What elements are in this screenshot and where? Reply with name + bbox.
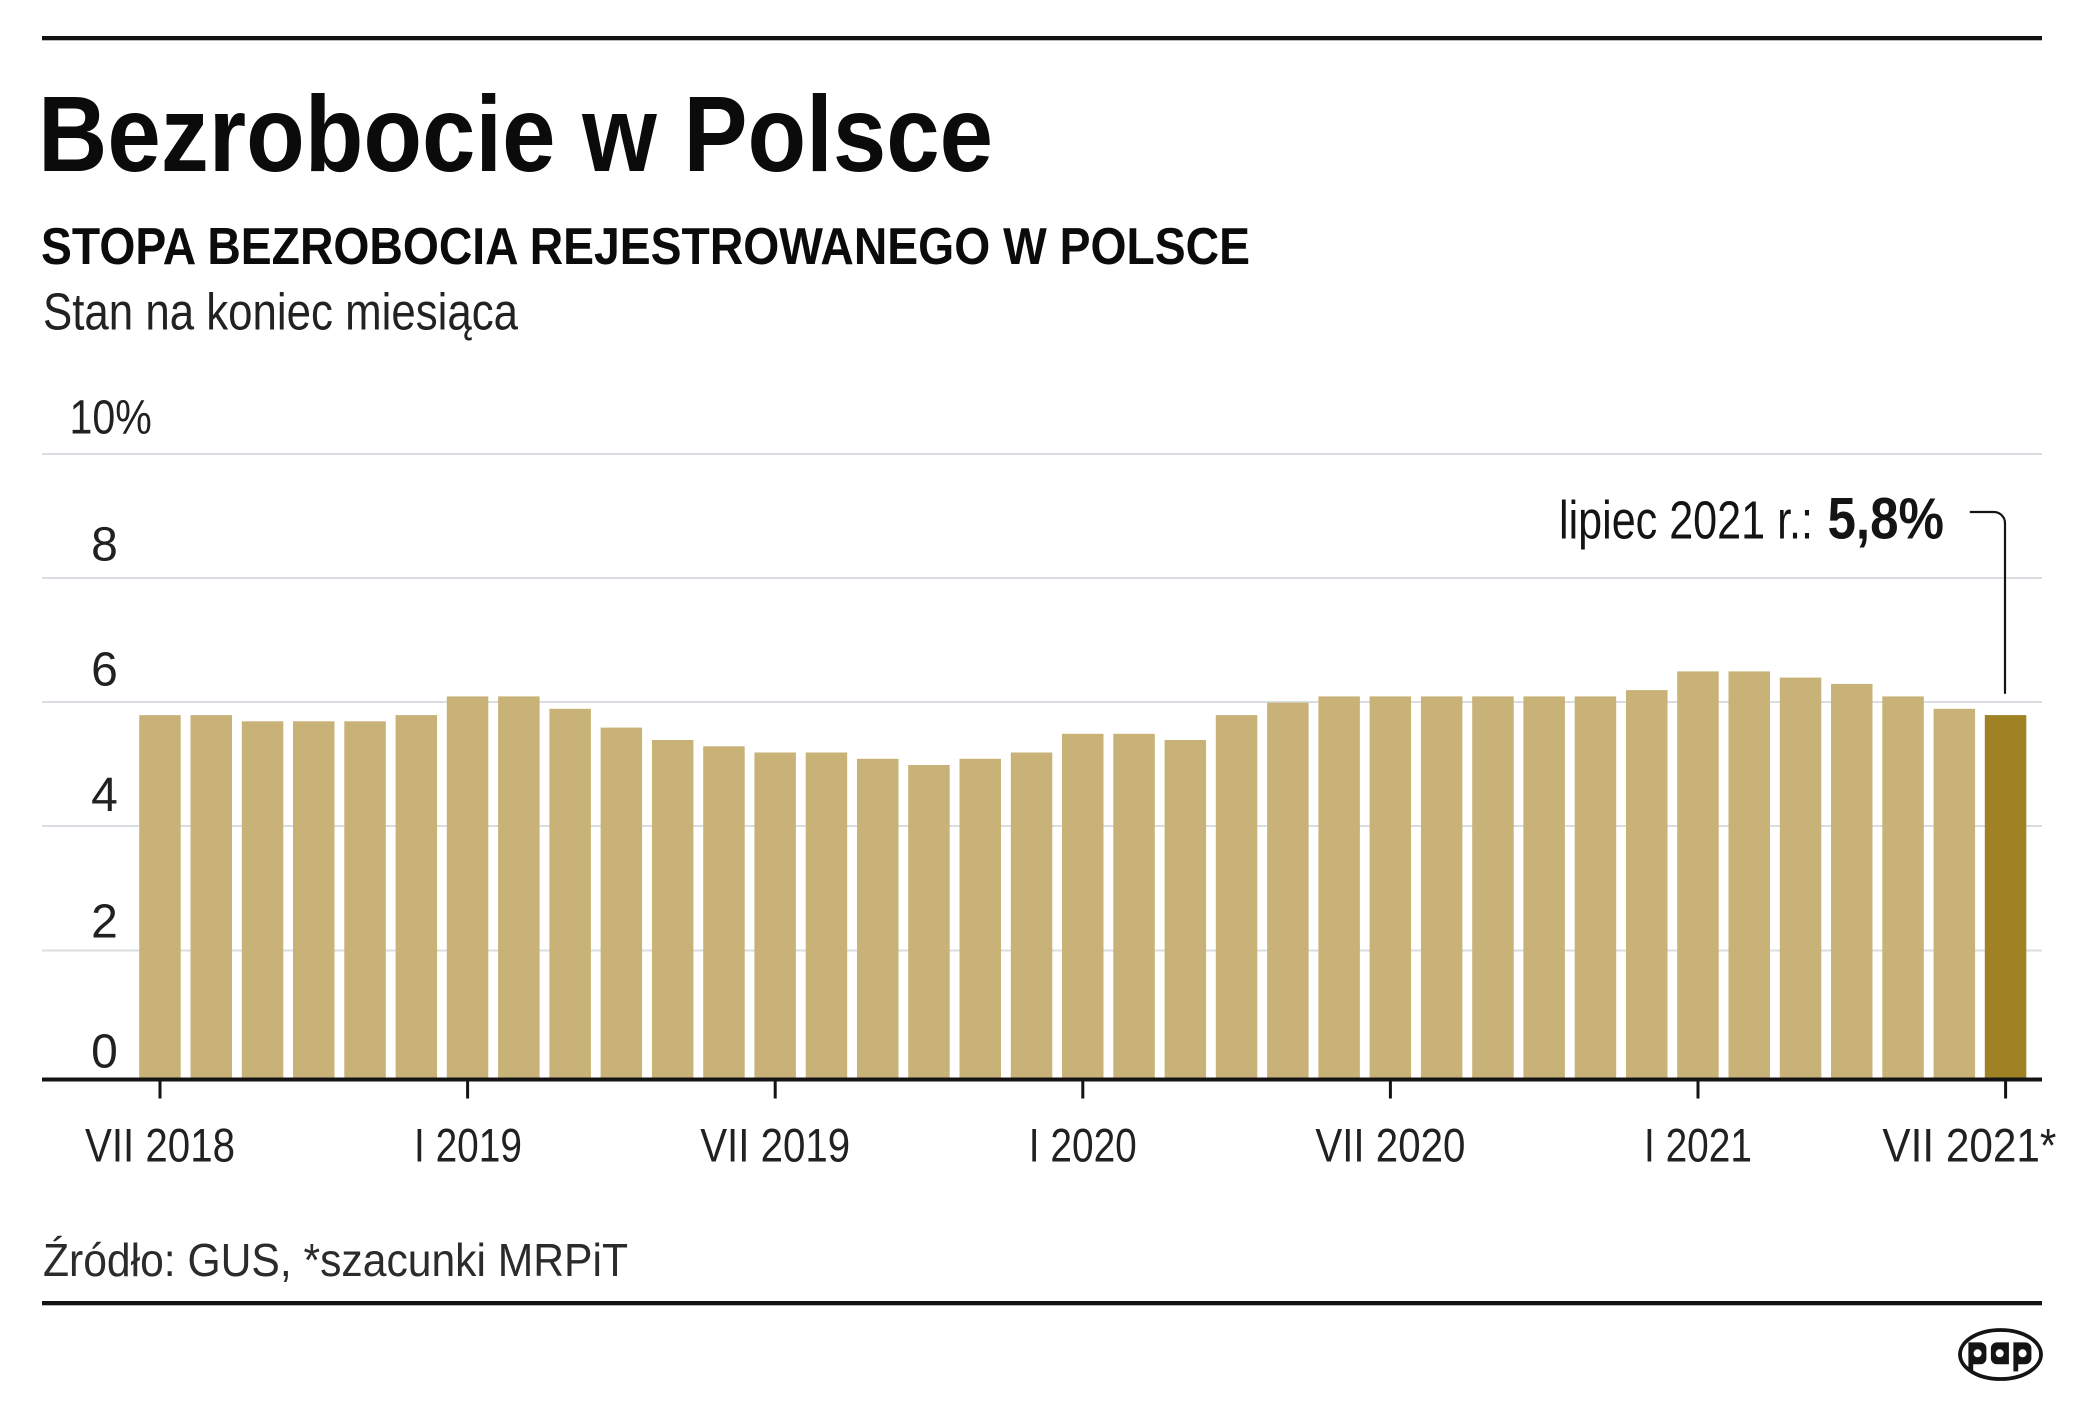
svg-text:0: 0 [91, 1026, 118, 1079]
svg-text:I 2020: I 2020 [1029, 1119, 1137, 1172]
svg-text:VII 2020: VII 2020 [1315, 1119, 1465, 1172]
svg-text:Źródło: GUS, *szacunki MRPiT: Źródło: GUS, *szacunki MRPiT [43, 1234, 628, 1286]
svg-text:4: 4 [91, 769, 118, 822]
svg-text:STOPA BEZROBOCIA REJESTROWANEG: STOPA BEZROBOCIA REJESTROWANEGO W POLSCE [41, 218, 1250, 276]
svg-text:I 2019: I 2019 [414, 1119, 522, 1172]
svg-text:I 2021: I 2021 [1644, 1119, 1752, 1172]
svg-text:8: 8 [91, 519, 118, 572]
svg-text:VII 2019: VII 2019 [700, 1119, 850, 1172]
svg-text:5,8%: 5,8% [1828, 487, 1945, 552]
svg-text:2: 2 [91, 895, 118, 948]
svg-text:Stan na koniec miesiąca: Stan na koniec miesiąca [43, 284, 518, 342]
svg-text:VII 2018: VII 2018 [85, 1119, 235, 1172]
svg-text:Bezrobocie w Polsce: Bezrobocie w Polsce [38, 73, 993, 194]
svg-text:lipiec 2021 r.:: lipiec 2021 r.: [1559, 491, 1813, 551]
svg-text:VII 2021*: VII 2021* [1882, 1119, 2056, 1172]
svg-text:6: 6 [91, 644, 118, 697]
svg-text:10%: 10% [70, 392, 152, 445]
